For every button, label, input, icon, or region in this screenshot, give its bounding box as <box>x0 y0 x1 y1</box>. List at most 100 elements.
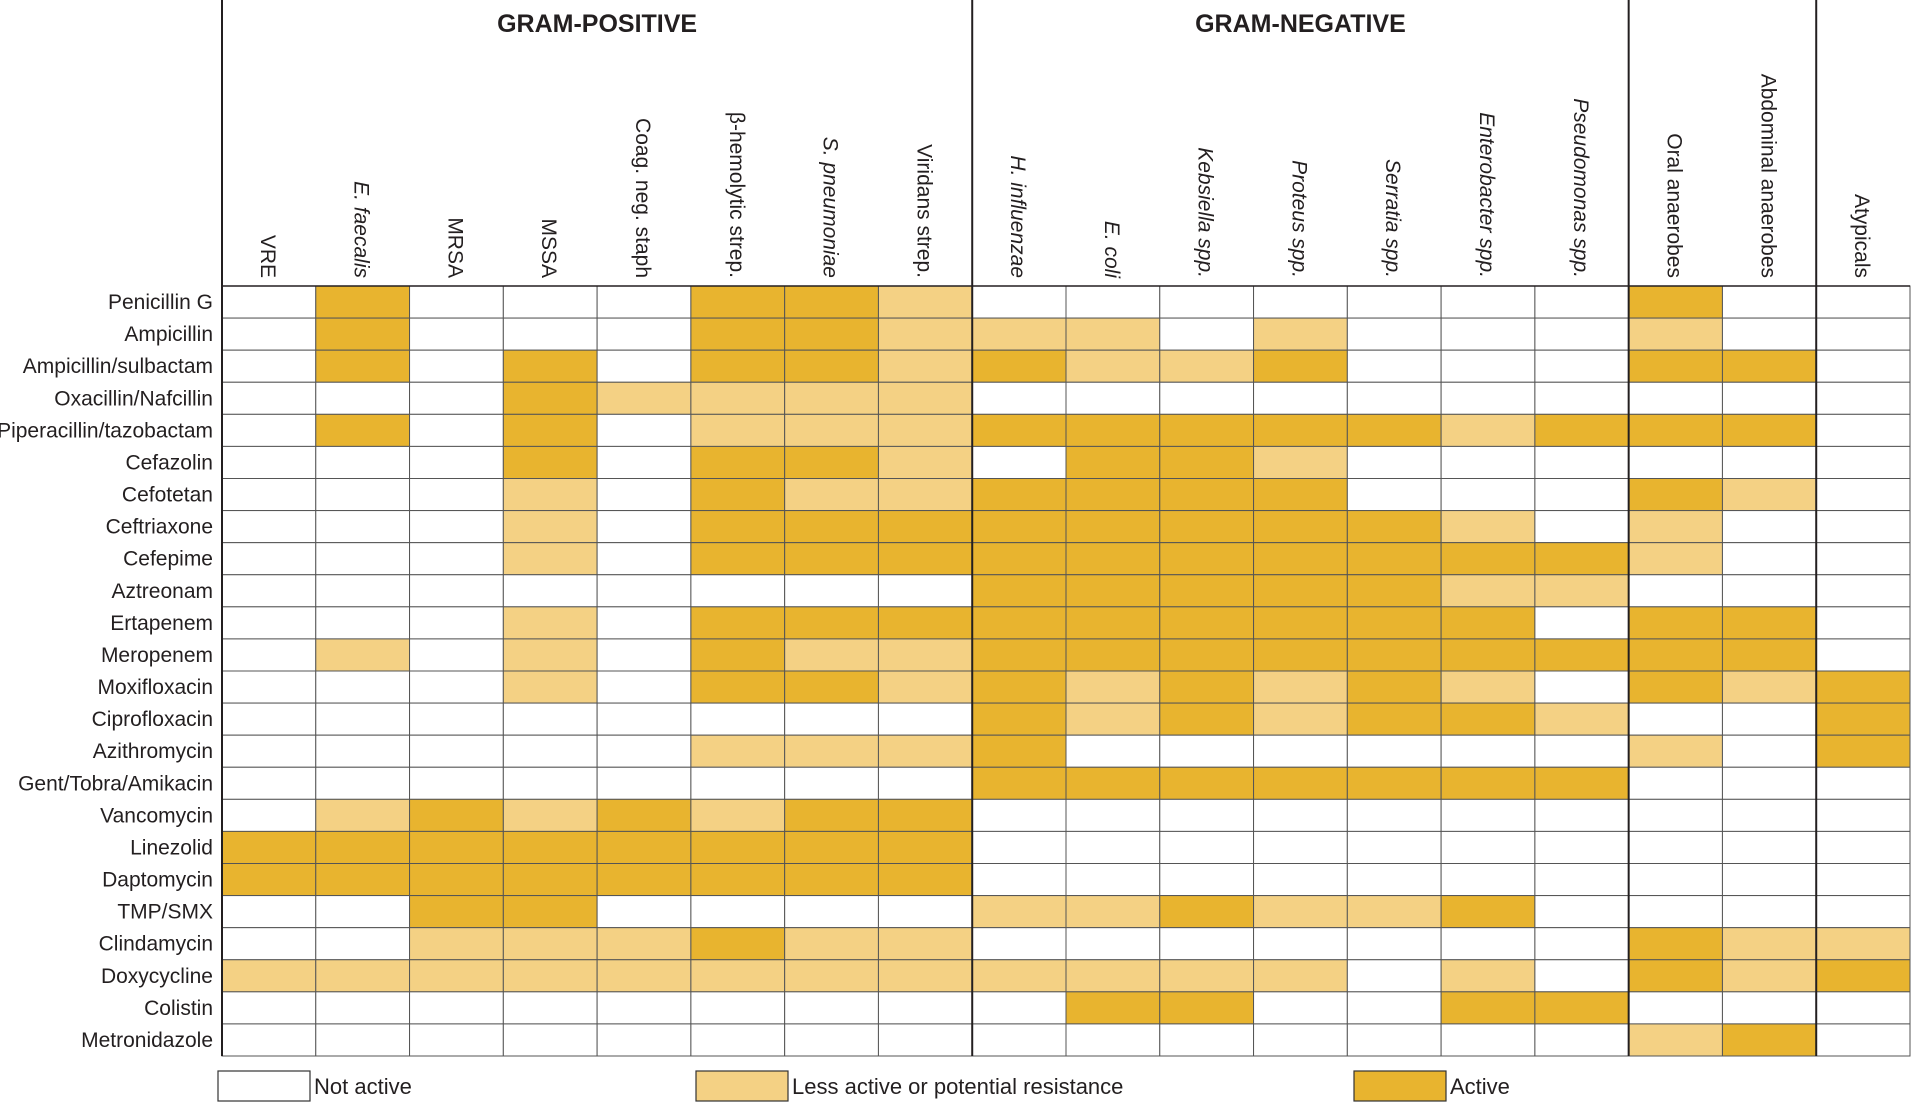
cell-cefazolin-oral-anaerobes <box>1628 445 1723 479</box>
cell-meropenem-e-faecalis <box>315 638 411 672</box>
cell-metronidazole-viridans-strep <box>877 1023 973 1057</box>
cell-ampicillin-vre <box>221 317 317 351</box>
cell-ertapenem-abdominal-anaerobes <box>1721 606 1817 640</box>
cell-ciprofloxacin-e-coli <box>1065 702 1161 736</box>
cell-daptomycin-e-coli <box>1065 863 1161 897</box>
cell-cefotetan-e-faecalis <box>315 478 411 512</box>
cell-cefepime-viridans-strep <box>877 542 973 576</box>
cell-ertapenem-mssa <box>502 606 598 640</box>
column-label-serratia-spp: Serratia spp. <box>1381 159 1404 278</box>
cell-clindamycin-oral-anaerobes <box>1628 927 1723 961</box>
cell-tmp-smx-vre <box>221 895 317 929</box>
cell-gent-tobra-amikacin-hemolytic-strep <box>690 766 786 800</box>
cell-ampicillin-viridans-strep <box>877 317 973 351</box>
cell-aztreonam-hemolytic-strep <box>690 574 786 608</box>
cell-penicillin-g-coag-neg-staph <box>596 285 692 319</box>
cell-meropenem-h-influenzae <box>971 638 1067 672</box>
cell-tmp-smx-kebsiella-spp <box>1159 895 1255 929</box>
cell-azithromycin-h-influenzae <box>971 734 1067 768</box>
column-label-oral-anaerobes: Oral anaerobes <box>1663 133 1686 278</box>
cell-vancomycin-oral-anaerobes <box>1628 798 1723 832</box>
cell-cefotetan-hemolytic-strep <box>690 478 786 512</box>
column-label-enterobacter-spp: Enterobacter spp. <box>1475 112 1498 278</box>
cell-doxycycline-mrsa <box>409 959 504 993</box>
cell-moxifloxacin-proteus-spp <box>1253 670 1348 704</box>
cell-vancomycin-abdominal-anaerobes <box>1721 798 1817 832</box>
cell-aztreonam-proteus-spp <box>1253 574 1348 608</box>
cell-colistin-viridans-strep <box>877 991 973 1025</box>
cell-piperacillin-tazobactam-h-influenzae <box>971 413 1067 447</box>
cell-gent-tobra-amikacin-h-influenzae <box>971 766 1067 800</box>
cell-daptomycin-pseudomonas-spp <box>1534 863 1630 897</box>
cell-oxacillin-nafcillin-proteus-spp <box>1253 381 1348 415</box>
cell-doxycycline-proteus-spp <box>1253 959 1348 993</box>
row-label-clindamycin: Clindamycin <box>99 933 213 956</box>
row-label-ampicillin: Ampicillin <box>124 323 213 346</box>
cell-cefotetan-mssa <box>502 478 598 512</box>
cell-penicillin-g-mssa <box>502 285 598 319</box>
row-label-daptomycin: Daptomycin <box>102 869 213 892</box>
cell-azithromycin-pseudomonas-spp <box>1534 734 1630 768</box>
column-label-h-influenzae: H. influenzae <box>1006 155 1029 278</box>
cell-piperacillin-tazobactam-abdominal-anaerobes <box>1721 413 1817 447</box>
cell-linezolid-kebsiella-spp <box>1159 830 1255 865</box>
cell-clindamycin-mrsa <box>409 927 504 961</box>
cell-tmp-smx-coag-neg-staph <box>596 895 692 929</box>
cell-daptomycin-enterobacter-spp <box>1440 863 1536 897</box>
cell-cefazolin-hemolytic-strep <box>690 445 786 479</box>
cell-ampicillin-pseudomonas-spp <box>1534 317 1630 351</box>
cell-penicillin-g-atypicals <box>1815 285 1911 319</box>
cell-ampicillin-e-faecalis <box>315 317 411 351</box>
cell-ertapenem-kebsiella-spp <box>1159 606 1255 640</box>
column-label-mssa: MSSA <box>537 218 560 278</box>
cell-azithromycin-viridans-strep <box>877 734 973 768</box>
cell-ceftriaxone-atypicals <box>1815 510 1911 544</box>
cell-gent-tobra-amikacin-proteus-spp <box>1253 766 1348 800</box>
cell-doxycycline-pseudomonas-spp <box>1534 959 1630 993</box>
cell-cefepime-s-pneumoniae <box>784 542 879 576</box>
cell-cefepime-atypicals <box>1815 542 1911 576</box>
cell-oxacillin-nafcillin-pseudomonas-spp <box>1534 381 1630 415</box>
cell-clindamycin-h-influenzae <box>971 927 1067 961</box>
cell-meropenem-kebsiella-spp <box>1159 638 1255 672</box>
cell-ampicillin-e-coli <box>1065 317 1161 351</box>
cell-cefepime-kebsiella-spp <box>1159 542 1255 576</box>
cell-doxycycline-mssa <box>502 959 598 993</box>
cell-tmp-smx-enterobacter-spp <box>1440 895 1536 929</box>
cell-colistin-proteus-spp <box>1253 991 1348 1025</box>
cell-moxifloxacin-enterobacter-spp <box>1440 670 1536 704</box>
cell-linezolid-mssa <box>502 830 598 865</box>
cell-penicillin-g-hemolytic-strep <box>690 285 786 319</box>
legend-label-less-active-or-potential-resistance: Less active or potential resistance <box>792 1074 1123 1099</box>
cell-cefotetan-atypicals <box>1815 478 1911 512</box>
cell-ciprofloxacin-mrsa <box>409 702 504 736</box>
cell-gent-tobra-amikacin-pseudomonas-spp <box>1534 766 1630 800</box>
row-label-cefazolin: Cefazolin <box>125 451 213 474</box>
cell-cefazolin-s-pneumoniae <box>784 445 879 479</box>
cell-cefepime-proteus-spp <box>1253 542 1348 576</box>
cell-doxycycline-abdominal-anaerobes <box>1721 959 1817 993</box>
cell-piperacillin-tazobactam-viridans-strep <box>877 413 973 447</box>
cell-aztreonam-kebsiella-spp <box>1159 574 1255 608</box>
cell-oxacillin-nafcillin-coag-neg-staph <box>596 381 692 415</box>
cell-daptomycin-mrsa <box>409 863 504 897</box>
cell-azithromycin-enterobacter-spp <box>1440 734 1536 768</box>
cell-ceftriaxone-pseudomonas-spp <box>1534 510 1630 544</box>
cell-ampicillin-proteus-spp <box>1253 317 1348 351</box>
row-label-cefepime: Cefepime <box>123 548 213 571</box>
cell-doxycycline-hemolytic-strep <box>690 959 786 993</box>
cell-colistin-vre <box>221 991 317 1025</box>
cell-vancomycin-hemolytic-strep <box>690 798 786 832</box>
column-label-e-coli: E. coli <box>1100 221 1123 280</box>
cell-cefotetan-kebsiella-spp <box>1159 478 1255 512</box>
cell-moxifloxacin-e-faecalis <box>315 670 411 704</box>
cell-colistin-serratia-spp <box>1346 991 1442 1025</box>
cell-ampicillin-sulbactam-enterobacter-spp <box>1440 349 1536 383</box>
cell-aztreonam-vre <box>221 574 317 608</box>
cell-aztreonam-coag-neg-staph <box>596 574 692 608</box>
cell-metronidazole-kebsiella-spp <box>1159 1023 1255 1057</box>
row-label-ciprofloxacin: Ciprofloxacin <box>92 708 213 731</box>
cell-ampicillin-sulbactam-e-coli <box>1065 349 1161 383</box>
cell-meropenem-vre <box>221 638 317 672</box>
